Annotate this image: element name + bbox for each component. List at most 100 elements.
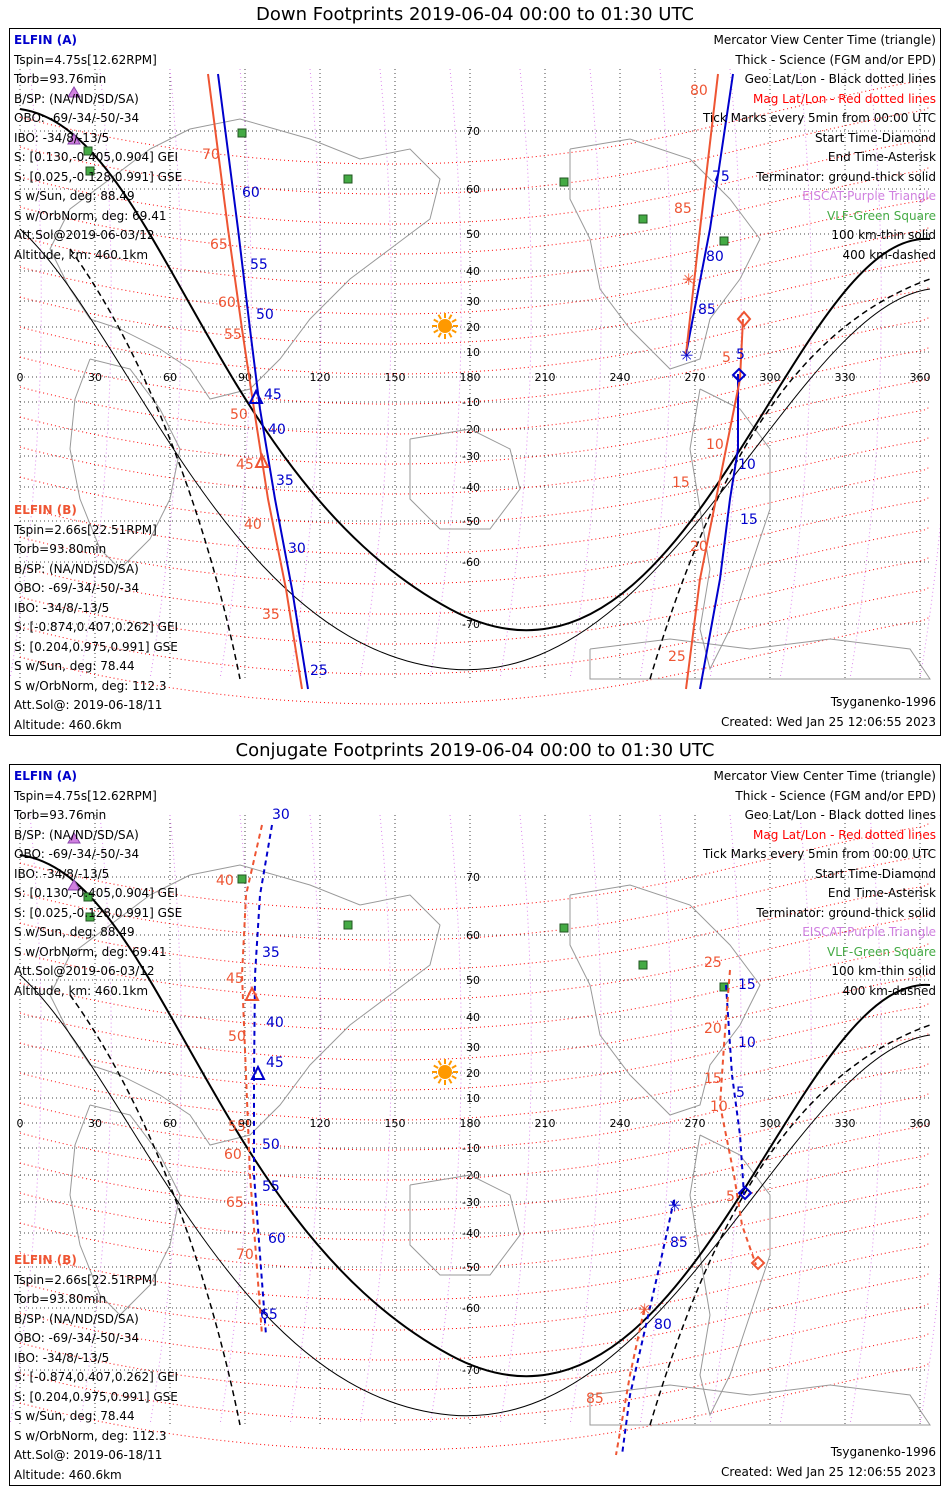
info-line: S w/Sun, deg: 78.44 <box>14 1409 135 1423</box>
mag-lat-line <box>19 586 931 675</box>
coastline <box>589 1384 931 1426</box>
mag-lat-line <box>19 852 931 941</box>
vlf-square-icon <box>559 923 569 933</box>
sun-ray <box>437 1078 442 1084</box>
elfin-a-time-label: 30 <box>288 541 306 557</box>
vlf-square-icon <box>559 177 569 187</box>
elfin-b-title: ELFIN (B) <box>14 503 77 517</box>
elfin-b-time-label: 5 <box>726 1189 735 1205</box>
lat-tick-label: -60 <box>462 1302 480 1315</box>
lat-tick-label: -40 <box>462 481 480 494</box>
info-line: S: [0.130,-0.405,0.904] GEI <box>14 150 179 164</box>
elfin-b-track <box>685 318 744 690</box>
created-label-1: Created: Wed Jan 25 12:06:55 2023 <box>721 715 936 729</box>
sun-icon <box>438 319 452 333</box>
elfin-b-time-label: 15 <box>672 475 690 491</box>
legend-item: EISCAT-Purple Triangle <box>802 925 936 939</box>
info-line: S w/OrbNorm, deg: 112.3 <box>14 678 167 693</box>
lon-tick-label: 0 <box>17 1117 24 1130</box>
mag-lon-line <box>569 814 602 1426</box>
lat-tick-label: 40 <box>466 265 480 278</box>
lat-tick-label: 70 <box>466 871 480 884</box>
lat-tick-label: 30 <box>466 295 480 308</box>
elfin-b-end-asterisk-icon: ✳ <box>638 1300 651 1319</box>
mag-lat-line <box>19 616 931 705</box>
legend-item: Geo Lat/Lon - Black dotted lines <box>744 72 936 86</box>
mag-lat-line <box>19 316 931 405</box>
legend-item: Tick Marks every 5min from 00:00 UTC <box>702 111 936 125</box>
elfin-b-start-diamond-icon <box>736 310 752 328</box>
info-line: Torb=93.80min <box>14 542 107 556</box>
elfin-b-start-diamond-icon <box>750 1255 766 1271</box>
elfin-b-time-label: 45 <box>226 971 244 987</box>
legend-item: VLF-Green Square <box>827 208 936 223</box>
eiscat-triangle-icon <box>67 832 81 844</box>
info-line: S: [0.025,-0.128,0.991] GSE <box>14 905 183 920</box>
panel-2-title: Conjugate Footprints 2019-06-04 00:00 to… <box>235 740 715 761</box>
elfin-b-time-label: 10 <box>710 1099 728 1115</box>
terminator-400km <box>69 994 241 1426</box>
legend-item: Thick - Science (FGM and/or EPD) <box>735 788 936 803</box>
lon-tick-label: 210 <box>535 371 556 384</box>
terminator-100km <box>19 228 931 671</box>
elfin-a-time-label: 45 <box>264 387 282 403</box>
elfin-a-time-label: 85 <box>670 1235 688 1251</box>
info-line: Altitude, km: 460.1km <box>14 247 149 262</box>
elfin-a-track <box>699 374 739 690</box>
info-line: IBO: -34/8/-13/5 <box>14 600 110 615</box>
info-line: Altitude, km: 460.1km <box>14 983 149 998</box>
elfin-b-time-label: 55 <box>224 327 242 343</box>
legend-item: 100 km-thin solid <box>831 228 936 242</box>
mag-lat-line <box>19 1272 931 1361</box>
coastline <box>589 638 931 680</box>
sun-ray <box>451 1075 457 1080</box>
vlf-square-icon <box>237 874 247 884</box>
legend-item: Start Time-Diamond <box>814 866 936 881</box>
elfin-b-time-label: 40 <box>216 873 234 889</box>
lon-tick-label: 360 <box>910 1117 931 1130</box>
info-line: S: [0.204,0.975,0.991] GSE <box>14 639 178 654</box>
info-line: IBO: -34/8/-13/5 <box>14 1350 110 1365</box>
info-line: OBO: -69/-34/-50/-34 <box>14 581 140 595</box>
panel-1-title: Down Footprints 2019-06-04 00:00 to 01:3… <box>256 4 694 25</box>
lon-tick-label: 270 <box>685 371 706 384</box>
model-label-2: Tsyganenko-1996 <box>830 1445 936 1459</box>
mag-lon-line <box>499 68 532 680</box>
lat-tick-label: 60 <box>466 929 480 942</box>
legend-item: End Time-Asterisk <box>827 150 936 164</box>
elfin-b-time-label: 45 <box>236 457 254 473</box>
elfin-a-time-label: 55 <box>262 1179 280 1195</box>
mag-lat-line <box>19 496 931 585</box>
lat-tick-label: -30 <box>462 1196 480 1209</box>
lon-tick-label: 300 <box>760 371 781 384</box>
info-line: S w/OrbNorm, deg: 112.3 <box>14 1428 167 1443</box>
elfin-a-time-label: 15 <box>738 977 756 993</box>
terminator-100km <box>19 974 931 1417</box>
mag-lat-line <box>19 1182 931 1271</box>
mag-lat-line <box>19 166 931 255</box>
legend-item: End Time-Asterisk <box>827 886 936 900</box>
info-line: B/SP: (NA/ND/SD/SA) <box>14 827 139 842</box>
mag-lat-line <box>19 556 931 645</box>
elfin-b-time-label: 65 <box>210 237 228 253</box>
info-line: S: [-0.874,0.407,0.262] GEI <box>14 620 179 634</box>
legend-item: Geo Lat/Lon - Black dotted lines <box>744 808 936 822</box>
elfin-b-time-label: 25 <box>704 955 722 971</box>
elfin-a-time-label: 50 <box>256 307 274 323</box>
elfin-b-time-label: 50 <box>228 1029 246 1045</box>
elfin-a-time-label: 10 <box>738 457 756 473</box>
info-line: B/SP: (NA/ND/SD/SA) <box>14 1311 139 1326</box>
info-line: S w/Sun, deg: 88.49 <box>14 189 135 203</box>
info-line: OBO: -69/-34/-50/-34 <box>14 1331 140 1345</box>
elfin-b-time-label: 55 <box>228 1119 246 1135</box>
lon-tick-label: 150 <box>385 1117 406 1130</box>
info-line: Tspin=4.75s[12.62RPM] <box>14 788 157 803</box>
terminator-400km <box>649 1024 931 1426</box>
lat-tick-label: 40 <box>466 1011 480 1024</box>
elfin-b-time-label: 80 <box>690 83 708 99</box>
elfin-b-track <box>207 73 303 690</box>
elfin-b-time-label: 70 <box>202 147 220 163</box>
legend-item: Terminator: ground-thick solid <box>756 905 936 920</box>
mag-lat-line <box>19 1152 931 1241</box>
info-line: Att.Sol@2019-06-03/12 <box>14 964 155 978</box>
